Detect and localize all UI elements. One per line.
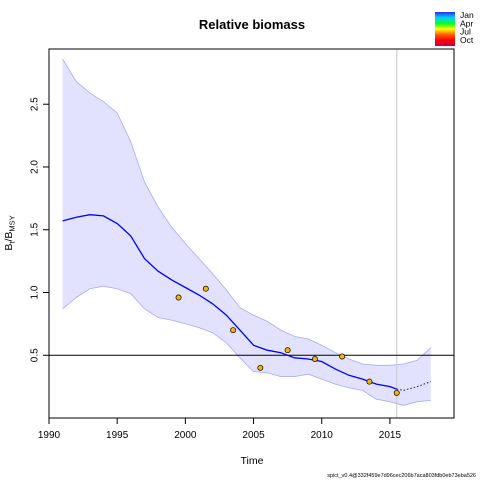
plot-area <box>49 49 454 418</box>
observation-point <box>311 356 318 362</box>
observation-point <box>175 294 182 301</box>
x-tick-label: 2000 <box>174 430 197 441</box>
plot-frame <box>48 48 455 419</box>
y-tick-label: 1.5 <box>30 222 41 236</box>
observation-point <box>202 285 209 292</box>
legend-label: Jan <box>460 10 474 20</box>
ci-lower-line <box>62 285 431 406</box>
x-tick-label: 2005 <box>242 430 265 441</box>
y-tick-label: 1.0 <box>30 285 41 299</box>
y-tick-label: 0.5 <box>30 348 41 362</box>
observation-point <box>257 364 264 371</box>
observation-point <box>230 327 237 334</box>
svg-text:Bt/BMSY: Bt/BMSY <box>3 215 17 250</box>
legend-label: Oct <box>460 35 474 45</box>
observation-point <box>366 378 373 385</box>
footer-version: spict_v0.4@332f459e7d96cec206b7aca803fdb… <box>327 473 476 479</box>
x-tick-label: 2015 <box>379 430 402 441</box>
x-axis: 1990 1995 2000 2005 2010 2015 <box>38 418 402 441</box>
y-axis: 0.5 1.0 1.5 2.0 2.5 <box>30 97 49 362</box>
x-tick-label: 2010 <box>311 430 334 441</box>
x-tick-label: 1990 <box>38 430 61 441</box>
x-tick-label: 1995 <box>106 430 129 441</box>
legend-label: Apr <box>460 18 473 28</box>
confidence-band <box>62 59 431 406</box>
y-tick-label: 2.0 <box>30 160 41 174</box>
observation-point <box>393 389 400 396</box>
ci-upper-line <box>62 58 432 366</box>
y-axis-label: Bt/BMSY <box>3 215 17 250</box>
forecast-line <box>396 381 431 391</box>
legend-color-bar <box>435 12 455 46</box>
observation-point <box>339 353 346 360</box>
y-tick-label: 2.5 <box>30 97 41 111</box>
legend-label: Jul <box>460 27 471 37</box>
chart-title: Relative biomass <box>199 17 305 32</box>
x-axis-label: Time <box>241 455 264 467</box>
estimate-line <box>62 214 397 390</box>
observation-point <box>284 347 291 354</box>
